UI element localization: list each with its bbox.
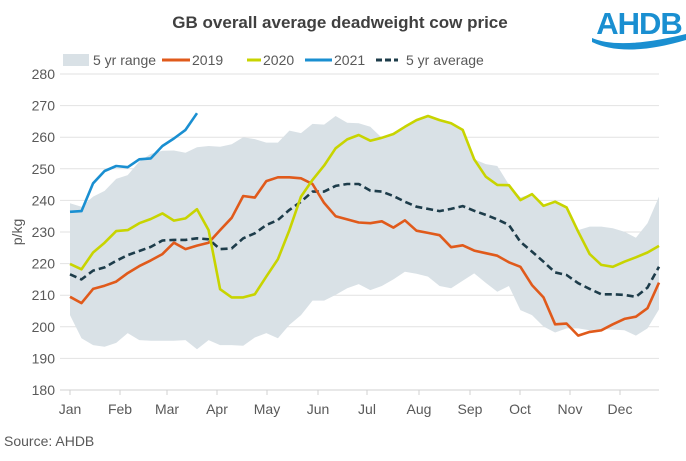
series-line-5-yr-average [69,182,661,299]
x-tick-label: Dec [608,401,633,417]
series-line-2019 [69,176,661,337]
y-tick-label: 220 [32,256,56,272]
x-tick-label: Nov [558,401,583,417]
x-tick-label: Jul [358,401,376,417]
source-note: Source: AHDB [4,433,94,449]
x-axis: Jan Feb Mar Apr May Jun Jul Aug Sep Oct Nov Dec [59,390,633,417]
logo-text: AHDB [596,6,682,41]
legend-label-avg: 5 yr average [406,52,484,68]
x-tick-label: Sep [458,401,483,417]
legend-label-range: 5 yr range [93,52,156,68]
y-tick-label: 180 [32,382,56,398]
y-tick-label: 240 [32,192,56,208]
y-tick-label: 200 [32,319,56,335]
series-5-yr-range-band [70,116,659,350]
x-tick-label: Jan [59,401,82,417]
y-tick-label: 250 [32,161,56,177]
x-tick-label: Apr [206,401,228,417]
y-tick-label: 210 [32,287,56,303]
y-axis-label: p/kg [9,219,25,245]
y-axis: 180 190 200 210 220 230 240 250 260 270 280 [32,66,56,398]
series-line-2021 [69,112,199,214]
legend-label-2020: 2020 [263,52,294,68]
logo-wave [592,34,686,50]
y-tick-label: 190 [32,350,56,366]
x-tick-label: Jun [307,401,330,417]
y-tick-label: 270 [32,98,56,114]
x-tick-label: Mar [155,401,179,417]
legend-label-2019: 2019 [192,52,223,68]
chart-title: GB overall average deadweight cow price [172,13,507,32]
y-tick-label: 280 [32,66,56,82]
plot-area [69,112,661,350]
ahdb-logo: AHDB [592,6,686,50]
x-tick-label: Oct [509,401,531,417]
y-tick-label: 230 [32,224,56,240]
x-tick-label: May [254,401,280,417]
x-tick-label: Feb [108,401,132,417]
x-tick-label: Aug [407,401,432,417]
legend-swatch-range [63,54,89,66]
series-line-2020 [69,114,660,299]
legend-label-2021: 2021 [334,52,365,68]
y-tick-label: 260 [32,129,56,145]
legend: 5 yr range 2019 2020 2021 5 yr average [63,52,484,68]
